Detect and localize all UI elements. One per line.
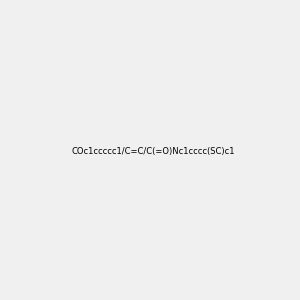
Text: COc1ccccc1/C=C/C(=O)Nc1cccc(SC)c1: COc1ccccc1/C=C/C(=O)Nc1cccc(SC)c1 <box>72 147 236 156</box>
